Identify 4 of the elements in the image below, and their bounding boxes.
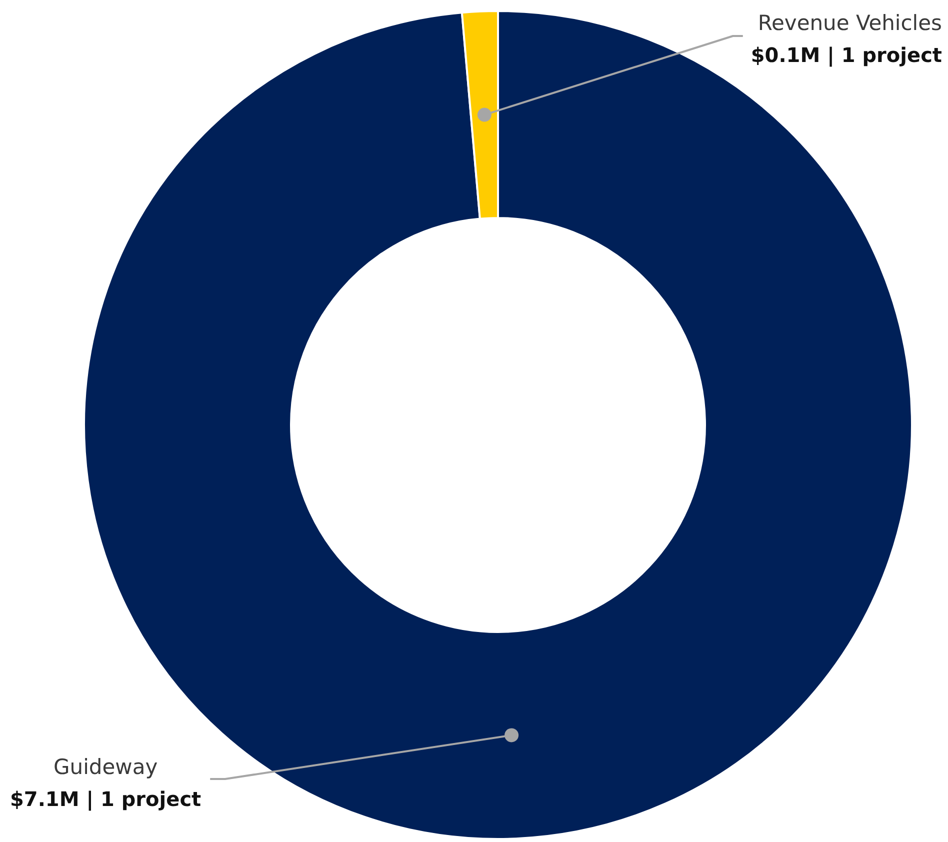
- data-label: $7.1M | 1 project: [10, 787, 202, 811]
- slice-label: Revenue Vehicles: [758, 11, 942, 35]
- data-label: $0.1M | 1 project: [750, 43, 942, 67]
- slice-label: Guideway: [53, 755, 158, 779]
